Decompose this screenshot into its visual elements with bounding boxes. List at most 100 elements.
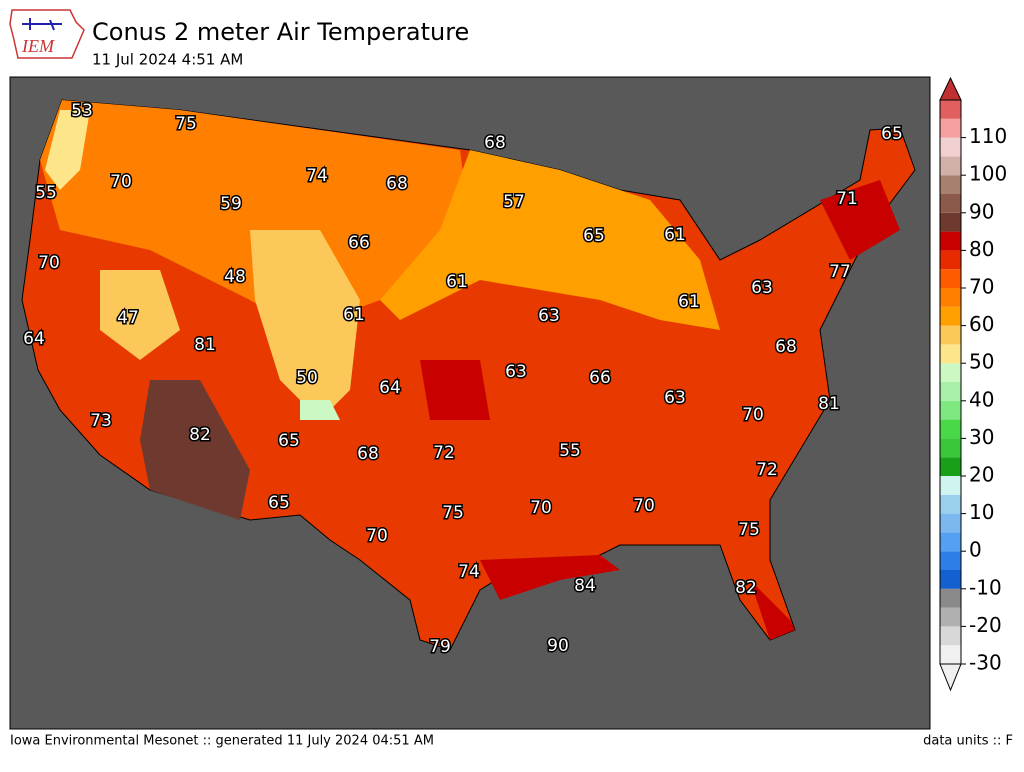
colorbar-bin	[940, 476, 961, 495]
colorbar-tick-label: 20	[969, 463, 994, 487]
temp-label: 90	[547, 636, 569, 656]
temp-label: 48	[224, 267, 246, 287]
temp-label: 68	[484, 133, 506, 153]
colorbar-tick-label: 60	[969, 312, 994, 336]
colorbar-tick-label: 50	[969, 350, 994, 374]
temp-label: 66	[348, 233, 370, 253]
temp-label: 81	[818, 394, 840, 414]
temp-label: 68	[775, 337, 797, 357]
temp-label: 63	[538, 306, 560, 326]
temp-label: 75	[442, 503, 464, 523]
temp-label: 63	[664, 388, 686, 408]
temp-label: 65	[268, 493, 290, 513]
temp-label: 70	[366, 526, 388, 546]
colorbar-frame	[939, 99, 962, 665]
colorbar-bin	[940, 137, 961, 157]
temp-label: 65	[881, 124, 903, 144]
logo: IEM	[9, 9, 85, 59]
colorbar-bin	[940, 588, 961, 608]
temp-label: 82	[189, 425, 211, 445]
colorbar-tick-label: 110	[969, 124, 1007, 148]
colorbar-bin	[940, 400, 961, 420]
colorbar-bin	[940, 100, 961, 119]
temp-label: 61	[678, 292, 700, 312]
colorbar-bin	[940, 570, 961, 589]
temp-label: 63	[505, 362, 527, 382]
temp-label: 84	[574, 576, 596, 596]
temp-label: 61	[446, 272, 468, 292]
temp-label: 50	[296, 368, 318, 388]
colorbar-tick-label: 10	[969, 500, 994, 524]
temp-label: 72	[433, 443, 455, 463]
temp-label: 74	[306, 166, 328, 186]
colorbar-tick-label: 70	[969, 275, 994, 299]
colorbar-tick-label: 40	[969, 387, 994, 411]
temp-label: 71	[836, 189, 858, 209]
colorbar-bin	[940, 325, 961, 345]
colorbar-bin	[940, 344, 961, 364]
colorbar-tick-label: -30	[969, 651, 1002, 675]
colorbar-bin	[940, 513, 961, 533]
colorbar-bin	[940, 438, 961, 458]
colorbar-bin	[940, 626, 961, 646]
colorbar-tick-label: 90	[969, 199, 994, 223]
temp-label: 81	[194, 335, 216, 355]
colorbar-bin	[940, 382, 961, 401]
temp-label: 70	[38, 253, 60, 273]
temp-label: 61	[664, 225, 686, 245]
colorbar-tick-label: 100	[969, 162, 1007, 186]
logo-text: IEM	[21, 36, 55, 56]
temp-label: 64	[379, 378, 401, 398]
colorbar-tick-label: 0	[969, 538, 982, 562]
map	[9, 76, 931, 730]
temp-label: 74	[458, 562, 480, 582]
colorbar-bin	[940, 607, 961, 627]
colorbar-bin	[940, 306, 961, 326]
colorbar-bin	[940, 288, 961, 307]
colorbar-bin	[940, 419, 961, 439]
colorbar-bin	[940, 551, 961, 570]
temp-label: 73	[90, 411, 112, 431]
temp-label: 61	[343, 305, 365, 325]
colorbar-over	[939, 76, 962, 101]
colorbar-bin	[940, 532, 961, 552]
colorbar-under	[939, 663, 962, 692]
colorbar-bin	[940, 494, 961, 514]
colorbar-bin	[940, 250, 961, 270]
colorbar-bin	[940, 457, 961, 476]
temp-label: 53	[71, 101, 93, 121]
footer-left: Iowa Environmental Mesonet :: generated …	[10, 734, 434, 749]
colorbar-bin	[940, 231, 961, 251]
temp-label: 64	[23, 329, 45, 349]
colorbar-bin	[940, 156, 961, 176]
temp-label: 55	[35, 183, 57, 203]
colorbar-bin	[940, 269, 961, 288]
colorbar-bin	[940, 175, 961, 194]
temp-label: 75	[175, 114, 197, 134]
temp-label: 70	[633, 496, 655, 516]
colorbar-bin	[940, 212, 961, 232]
temp-label: 70	[742, 405, 764, 425]
temp-label: 47	[117, 308, 139, 328]
temp-label: 72	[756, 460, 778, 480]
temp-label: 70	[530, 498, 552, 518]
temp-label: 57	[503, 192, 525, 212]
temp-label: 63	[751, 278, 773, 298]
colorbar-tick-label: -20	[969, 613, 1002, 637]
temp-label: 66	[589, 368, 611, 388]
colorbar-bin	[940, 194, 961, 213]
temp-label: 65	[583, 226, 605, 246]
temp-label: 59	[220, 194, 242, 214]
colorbar-bin	[940, 363, 961, 382]
colorbar-bin	[940, 645, 961, 664]
temp-label: 55	[559, 441, 581, 461]
colorbar-tick-label: 30	[969, 425, 994, 449]
colorbar-tick-label: -10	[969, 575, 1002, 599]
temp-label: 77	[829, 262, 851, 282]
subtitle: 11 Jul 2024 4:51 AM	[92, 51, 243, 69]
title: Conus 2 meter Air Temperature	[92, 18, 469, 46]
temp-label: 82	[735, 578, 757, 598]
temp-label: 75	[738, 520, 760, 540]
temp-label: 68	[386, 174, 408, 194]
